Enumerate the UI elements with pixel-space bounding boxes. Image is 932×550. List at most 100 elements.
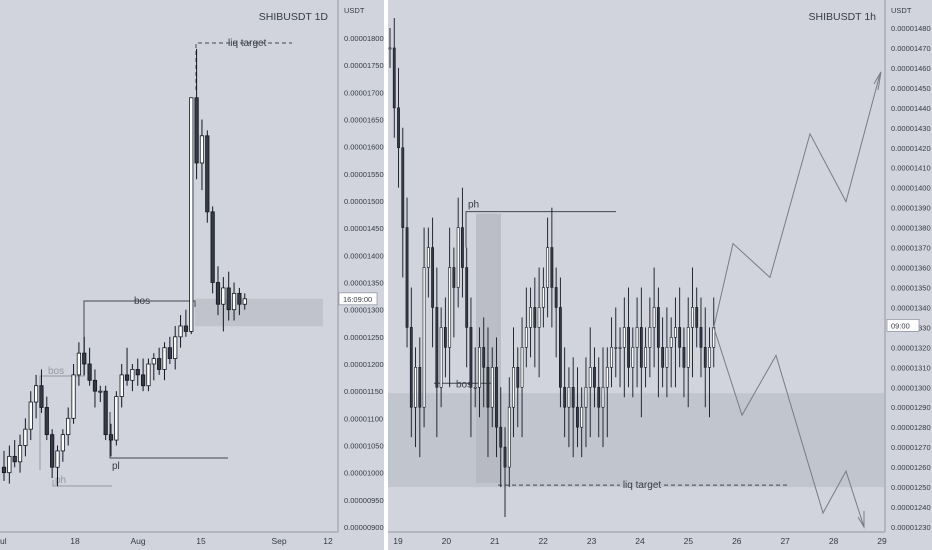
candle-body bbox=[140, 374, 146, 387]
price-tick-label: 0.00001480 bbox=[891, 24, 931, 33]
liq-target-label: liq target bbox=[228, 38, 267, 49]
price-tick-label: 0.00001310 bbox=[891, 363, 931, 372]
candle-body bbox=[221, 287, 226, 305]
bullish-projection-arrowhead bbox=[873, 71, 882, 90]
candle-body bbox=[456, 227, 460, 288]
candle-body bbox=[473, 386, 477, 389]
candle-body bbox=[414, 367, 417, 408]
candle-body bbox=[486, 367, 490, 408]
candle-body bbox=[44, 407, 49, 436]
time-tick-label: Sep bbox=[271, 536, 286, 546]
candle-body bbox=[614, 347, 618, 349]
price-tick-label: 0.00001250 bbox=[891, 483, 931, 492]
candle-body bbox=[588, 367, 592, 388]
bos-line-lower bbox=[39, 375, 85, 470]
right-chart-panel[interactable]: 0.00001480 0.00001470 0.00001460 0.00001450… bbox=[388, 0, 932, 550]
price-tick-label: 0.00001800 bbox=[344, 34, 384, 43]
candle-body bbox=[580, 406, 584, 428]
price-tick-label: 0.00001500 bbox=[344, 197, 384, 206]
candle-body bbox=[610, 347, 613, 368]
candle-body bbox=[627, 327, 630, 368]
candle-body bbox=[652, 307, 656, 328]
candle-body bbox=[546, 247, 550, 288]
candle-body bbox=[533, 307, 537, 328]
price-tick-label: 0.00001400 bbox=[891, 184, 931, 193]
candle-body bbox=[226, 287, 231, 311]
time-tick-label: ul bbox=[0, 536, 7, 546]
candle-body bbox=[76, 352, 81, 376]
price-tick-label: 0.00001410 bbox=[891, 164, 931, 173]
candle-body bbox=[571, 386, 575, 408]
candle-body bbox=[520, 347, 524, 388]
candle-body bbox=[119, 374, 124, 398]
candle-body bbox=[173, 336, 178, 359]
time-tick-label: Aug bbox=[130, 536, 145, 546]
candle-body bbox=[576, 406, 579, 428]
candle-body bbox=[593, 367, 596, 388]
candle-body bbox=[388, 47, 392, 50]
candle-body bbox=[622, 327, 626, 348]
price-tick-label: 0.00001230 bbox=[891, 523, 931, 532]
candle-body bbox=[478, 347, 481, 388]
candle-body bbox=[28, 401, 33, 430]
candle-body bbox=[435, 307, 439, 388]
candle-body bbox=[418, 367, 422, 408]
price-axis-unit: USDT bbox=[891, 6, 912, 15]
candle-body bbox=[426, 247, 430, 268]
candle-body bbox=[162, 347, 167, 370]
time-tick-label: 25 bbox=[684, 536, 694, 546]
candle-body bbox=[691, 307, 694, 328]
price-tick-label: 0.00001470 bbox=[891, 44, 931, 53]
candle-body bbox=[1, 466, 7, 474]
candle-body bbox=[674, 327, 677, 338]
price-tick-label: 0.00001400 bbox=[344, 251, 384, 260]
time-tick-label: 21 bbox=[490, 536, 500, 546]
bullish-projection-path bbox=[713, 73, 881, 328]
candle-body bbox=[167, 347, 172, 359]
candle-body bbox=[82, 352, 87, 365]
price-tick-label: 0.00000900 bbox=[344, 523, 384, 532]
price-tick-label: 0.00001320 bbox=[891, 343, 931, 352]
candle-body bbox=[559, 307, 562, 388]
price-tick-label: 0.00001380 bbox=[891, 224, 931, 233]
price-tick-label: 0.00001280 bbox=[891, 423, 931, 432]
price-axis-unit: USDT bbox=[344, 6, 365, 15]
candle-body bbox=[503, 446, 507, 468]
time-tick-label: 26 bbox=[732, 536, 742, 546]
left-chart-svg[interactable]: 0.00001800 0.00001750 0.00001700 0.00001650… bbox=[0, 0, 384, 550]
price-tick-label: 0.00001450 bbox=[344, 224, 384, 233]
liq-target-line bbox=[195, 42, 292, 90]
panel-divider[interactable] bbox=[384, 0, 388, 550]
price-tick-label: 0.00001350 bbox=[344, 279, 384, 288]
candle-body bbox=[7, 455, 12, 474]
candle-body bbox=[409, 327, 413, 408]
candle-body bbox=[183, 325, 188, 332]
price-tick-label: 0.00001340 bbox=[891, 303, 931, 312]
price-tick-label: 0.00001150 bbox=[344, 387, 383, 396]
price-tick-label: 0.00001360 bbox=[891, 264, 931, 273]
price-tick-label: 0.00001240 bbox=[891, 503, 931, 512]
candle-body bbox=[34, 385, 39, 403]
candle-body bbox=[695, 307, 699, 328]
left-chart-panel[interactable]: 0.00001800 0.00001750 0.00001700 0.00001650… bbox=[0, 0, 384, 550]
candle-body bbox=[537, 307, 541, 328]
candle-body bbox=[554, 287, 558, 308]
right-chart-svg[interactable]: 0.00001480 0.00001470 0.00001460 0.00001450… bbox=[388, 0, 932, 550]
price-tick-label: 0.00001700 bbox=[344, 88, 384, 97]
candle-body bbox=[601, 386, 605, 408]
price-tick-label: 0.00001250 bbox=[344, 333, 384, 342]
price-tick-label: 0.00001350 bbox=[891, 283, 931, 292]
candle-body bbox=[605, 367, 609, 388]
price-tag-box bbox=[886, 319, 920, 332]
candle-body bbox=[237, 292, 242, 305]
candle-body bbox=[130, 369, 135, 381]
price-tag-label: 16:09:00 bbox=[343, 295, 372, 304]
candle-body bbox=[669, 337, 673, 348]
time-tick-label: 12 bbox=[323, 536, 333, 546]
candle-body bbox=[563, 386, 567, 408]
price-tag-box bbox=[338, 292, 378, 306]
candle-body bbox=[210, 211, 215, 283]
price-tick-label: 0.00001370 bbox=[891, 244, 931, 253]
pl-line bbox=[109, 412, 228, 459]
candle-body bbox=[635, 327, 639, 348]
